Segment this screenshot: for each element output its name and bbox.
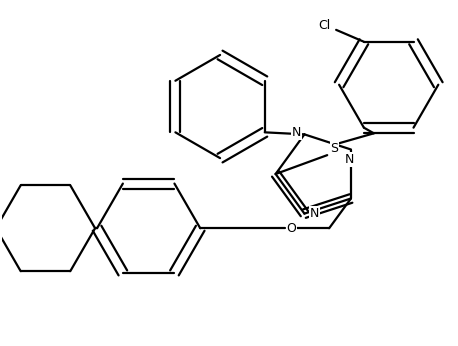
Text: O: O xyxy=(287,222,296,235)
Text: S: S xyxy=(330,142,338,155)
Text: N: N xyxy=(292,126,301,139)
Text: N: N xyxy=(344,153,354,166)
Text: N: N xyxy=(310,207,319,220)
Text: Cl: Cl xyxy=(318,19,330,33)
